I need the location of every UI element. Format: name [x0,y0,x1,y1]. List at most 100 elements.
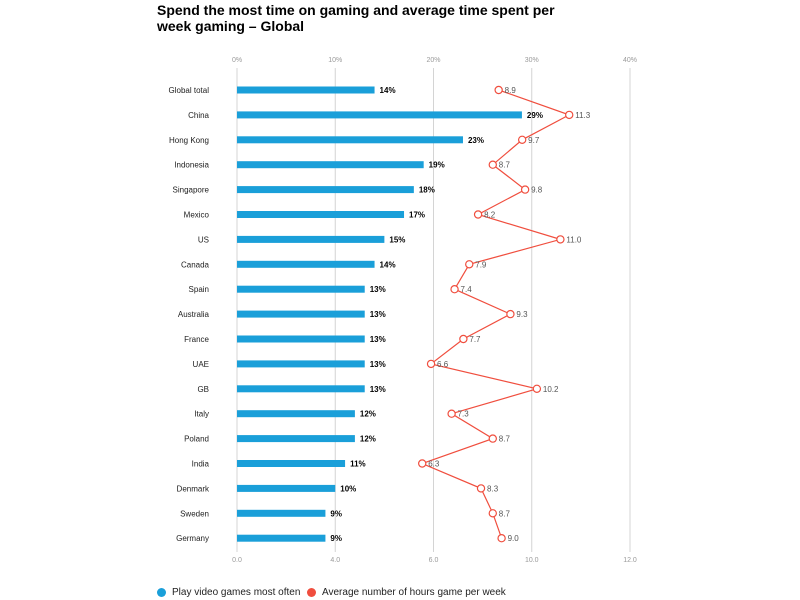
line-point [494,85,503,95]
chart-title: Spend the most time on gaming and averag… [157,2,555,34]
bar [237,435,355,443]
category-label: Italy [194,410,209,419]
line-point [517,135,527,144]
line-data-label: 8.9 [505,86,517,95]
bar [237,335,365,343]
bar [237,310,365,318]
bottom-axis-tick-label: 4.0 [330,557,340,564]
bar-data-label: 12% [360,435,376,444]
bar [237,186,414,194]
line-data-label: 8.7 [499,435,511,444]
line-point [459,334,468,344]
bar-data-label: 17% [409,211,425,220]
category-label: Germany [176,534,209,543]
bottom-axis-tick-label: 6.0 [429,557,439,564]
line-data-label: 11.3 [575,111,591,120]
category-label: Denmark [177,484,210,493]
line-data-label: 6.6 [437,360,449,369]
bar [237,484,336,492]
line-point [418,459,427,468]
bar-data-label: 10% [340,484,356,493]
top-axis-tick-label: 20% [426,57,440,64]
category-label: Global total [169,86,210,95]
bar [237,211,405,218]
line-point [473,210,483,219]
bar-data-label: 23% [468,136,484,145]
line-data-label: 9.0 [508,534,520,543]
line-data-label: 7.9 [475,260,487,269]
category-label: China [188,111,209,120]
bar-data-label: 15% [389,235,405,244]
bar [237,285,365,293]
line-data-label: 9.3 [516,310,528,319]
category-label: UAE [193,360,209,369]
category-label: GB [197,385,209,394]
category-label: Hong Kong [169,136,209,145]
bar [237,509,326,517]
bar [237,360,365,368]
bar-data-label: 19% [429,161,445,170]
top-axis-tick-label: 40% [623,57,637,64]
bar [237,161,424,169]
bar-data-label: 13% [370,360,386,369]
bar-data-label: 13% [370,285,386,294]
legend-bar-swatch [157,588,166,597]
line-data-label: 6.3 [428,460,440,469]
line-data-label: 10.2 [543,385,559,394]
legend-bar: Play video games most often [157,587,300,598]
legend-line: Average number of hours game per week [307,587,506,598]
line-data-label: 8.3 [487,484,499,493]
line-point [532,384,542,393]
line-data-label: 7.3 [458,410,470,419]
category-label: Singapore [173,186,210,195]
bar [237,410,355,418]
bottom-axis-tick-label: 12.0 [623,557,637,564]
bottom-axis-tick-label: 10.0 [525,557,539,564]
category-label: Australia [178,310,210,319]
category-label: Indonesia [174,161,209,170]
line-data-label: 7.7 [469,335,481,344]
bar-data-label: 14% [380,260,396,269]
legend-line-label: Average number of hours game per week [322,587,506,598]
bar [237,136,463,144]
bar-data-label: 14% [380,86,396,95]
legend-line-swatch [307,588,316,597]
line-data-label: 8.7 [499,161,511,170]
category-label: France [184,335,209,344]
top-axis-tick-label: 0% [232,57,242,64]
line-data-label: 7.4 [461,285,473,294]
bar [237,235,385,243]
bar-data-label: 18% [419,186,435,195]
line-point [465,260,474,269]
line-point [565,110,574,120]
bar-data-label: 13% [370,385,386,394]
bottom-axis-tick-label: 0.0 [232,557,242,564]
bar [237,260,375,268]
line-point [506,309,515,319]
bar-data-label: 12% [360,410,376,419]
category-label: US [198,235,209,244]
bar [237,111,522,119]
bar-data-label: 9% [330,534,342,543]
bar [237,534,326,542]
bar-data-label: 13% [370,335,386,344]
bar-data-label: 13% [370,310,386,319]
line-data-label: 11.0 [566,235,582,244]
bar-data-label: 9% [330,509,342,518]
line-point [450,285,459,294]
line-point [488,509,497,518]
line-point [426,359,436,369]
line-data-label: 8.7 [499,509,511,518]
line-data-label: 9.7 [528,136,540,145]
series-line [420,89,571,539]
category-label: Mexico [184,211,210,220]
top-axis-tick-label: 10% [328,57,342,64]
line-point [556,235,565,244]
line-point [447,409,456,418]
legend-bar-label: Play video games most often [172,587,301,598]
line-point [497,534,506,543]
category-label: Sweden [180,509,209,518]
bar [237,385,365,393]
bar-data-label: 29% [527,111,543,120]
